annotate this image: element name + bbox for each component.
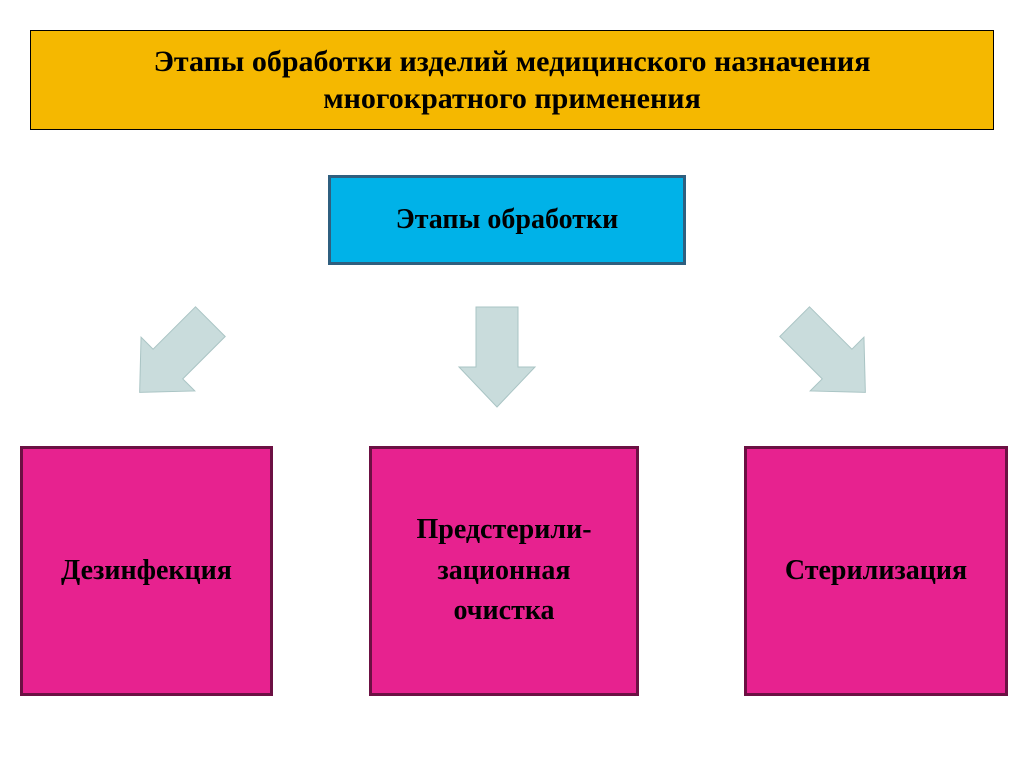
- arrow-right-icon: [770, 297, 890, 417]
- arrow-mid-icon: [437, 297, 557, 417]
- diagram-title: Этапы обработки изделий медицинского наз…: [30, 30, 994, 130]
- leaf-presteril-line2: зационная: [438, 551, 571, 592]
- leaf-disinfection-line1: Дезинфекция: [61, 551, 232, 592]
- leaf-presteril: Предстерили-зационнаяочистка: [369, 446, 639, 696]
- arrow-left-icon: [115, 297, 235, 417]
- leaf-sterilization: Стерилизация: [744, 446, 1008, 696]
- leaf-presteril-line1: Предстерили-: [416, 510, 591, 551]
- root-node-label: Этапы обработки: [396, 200, 619, 241]
- leaf-sterilization-line1: Стерилизация: [785, 551, 967, 592]
- leaf-presteril-line3: очистка: [453, 591, 554, 632]
- root-node: Этапы обработки: [328, 175, 686, 265]
- diagram-title-line2: многократного применения: [154, 80, 871, 118]
- diagram-title-line1: Этапы обработки изделий медицинского наз…: [154, 43, 871, 81]
- leaf-disinfection: Дезинфекция: [20, 446, 273, 696]
